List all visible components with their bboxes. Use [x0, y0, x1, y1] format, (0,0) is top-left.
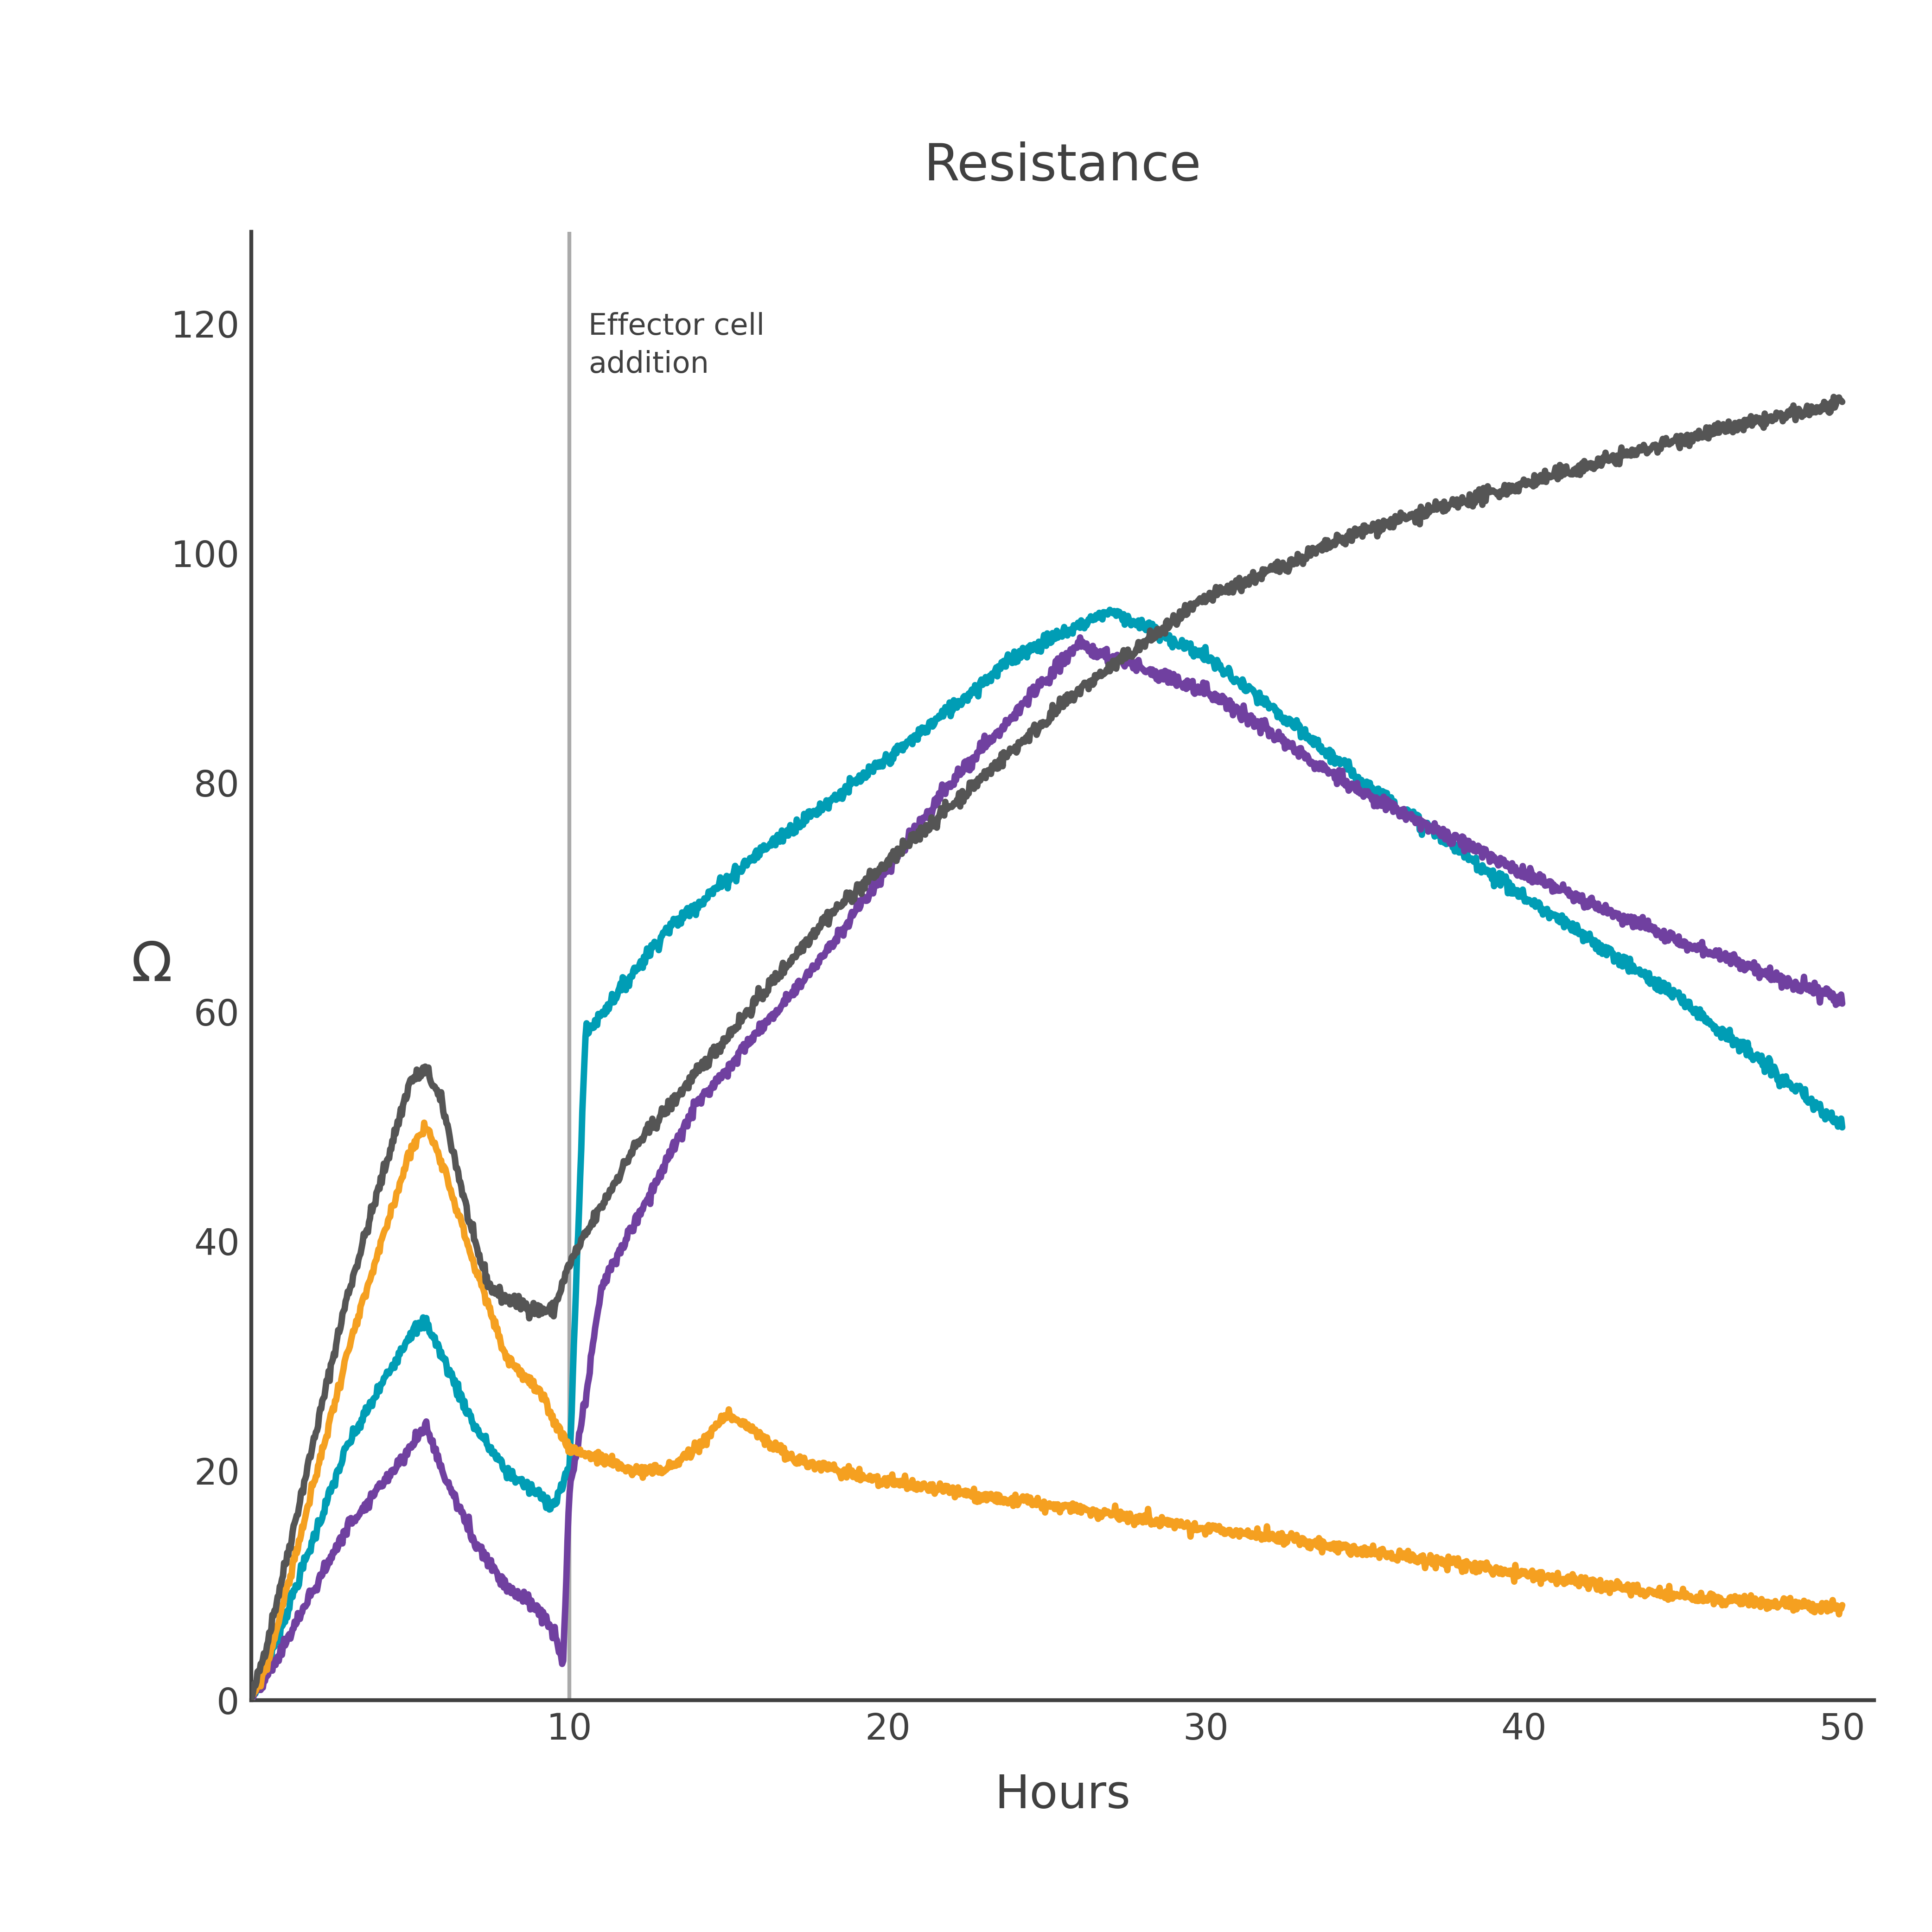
X-axis label: Hours: Hours	[995, 1774, 1130, 1818]
Title: Resistance: Resistance	[923, 141, 1202, 191]
Y-axis label: Ω: Ω	[131, 939, 172, 993]
Text: Effector cell
addition: Effector cell addition	[589, 313, 765, 379]
